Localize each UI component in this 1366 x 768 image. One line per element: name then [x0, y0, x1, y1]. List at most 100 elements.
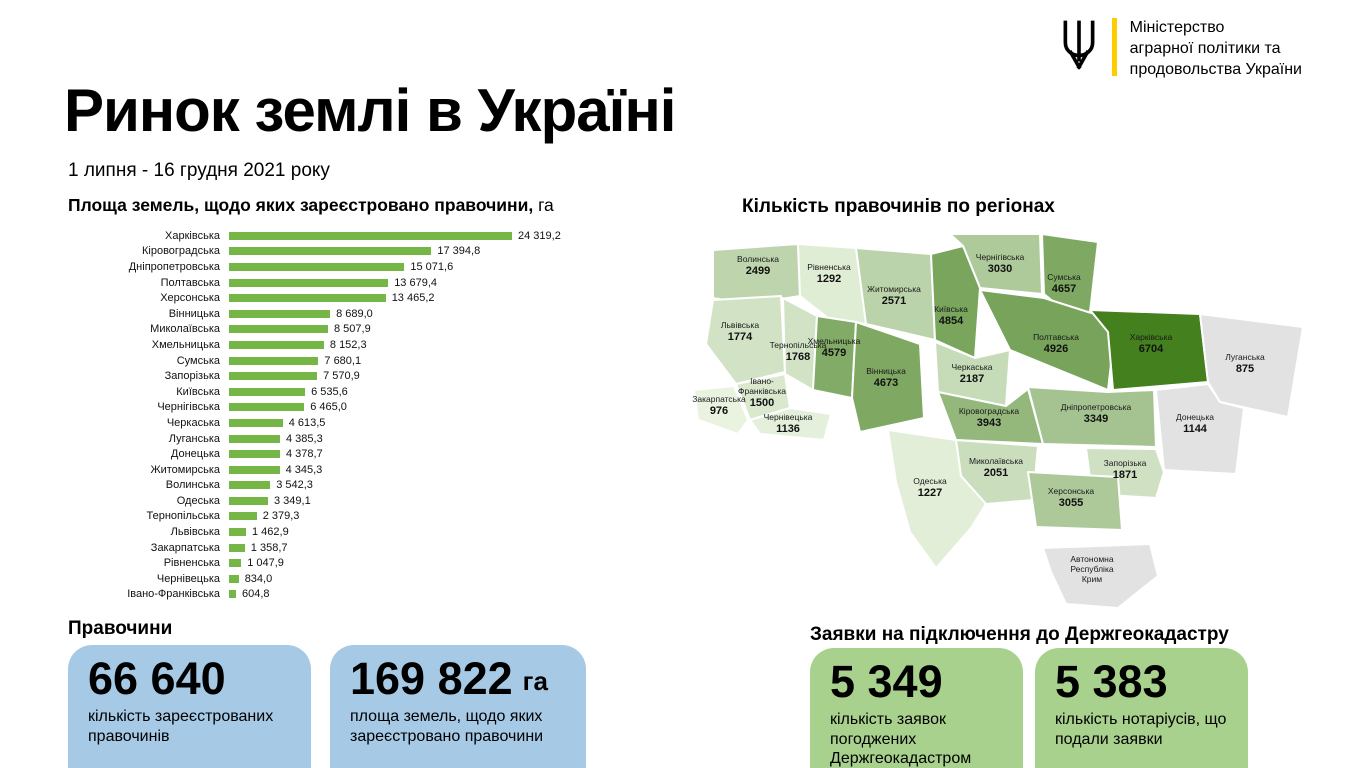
- bar-region-label: Сумська: [176, 354, 220, 367]
- bar-row: Львівська 1 462,9: [68, 524, 678, 540]
- bar-row: Дніпропетровська 15 071,6: [68, 259, 678, 275]
- bar-track: 6 465,0: [229, 401, 347, 413]
- map-region-kharkiv: [1089, 309, 1209, 391]
- map-region-kherson: [1027, 471, 1123, 531]
- bar-value-label: 4 613,5: [288, 416, 326, 429]
- bar-value-label: 604,8: [242, 588, 270, 601]
- bar-track: 6 535,6: [229, 386, 348, 398]
- bar-track: 834,0: [229, 573, 272, 585]
- bar: [229, 356, 319, 365]
- map-region-value-zaporizhzhia: 1871: [1113, 469, 1137, 481]
- area-chart-unit: га: [538, 195, 554, 215]
- map-region-kyiv: [930, 245, 981, 359]
- bar-region-label: Волинська: [165, 479, 220, 492]
- map-region-value-chernihiv: 3030: [988, 263, 1012, 275]
- bar: [229, 512, 257, 521]
- bar-row: Київська 6 535,6: [68, 384, 678, 400]
- map-region-name-luhansk: Луганська: [1225, 352, 1265, 362]
- bar-region-label: Житомирська: [150, 463, 220, 476]
- deals-count-caption: кількість зареєстрованих правочинів: [88, 708, 274, 745]
- bar-region-label: Івано-Франківська: [127, 588, 220, 601]
- map-region-zakarpattia: [693, 385, 749, 435]
- bar-row: Одеська 3 349,1: [68, 493, 678, 509]
- map-region-name-chernihiv: Чернігівська: [976, 252, 1025, 262]
- bar-region-label: Дніпропетровська: [128, 260, 220, 273]
- map-region-dnipro: [1027, 386, 1157, 448]
- bar-value-label: 1 462,9: [252, 526, 289, 539]
- bar-value-label: 13 465,2: [391, 292, 435, 305]
- bar-value-label: 13 679,4: [394, 276, 438, 289]
- yellow-accent-bar: [1111, 18, 1117, 76]
- bar: [229, 418, 283, 427]
- bar-row: Запорізька 7 570,9: [68, 368, 678, 384]
- map-region-value-dnipro: 3349: [1084, 413, 1108, 425]
- bar-track: 8 152,3: [229, 339, 367, 351]
- ministry-name-line: Міністерство: [1129, 19, 1225, 36]
- map-region-value-ivano_frankivsk: 1500: [750, 397, 774, 409]
- bar-value-label: 3 542,3: [276, 479, 313, 492]
- applications-approved-caption: кількість заявок погоджених Держгеокадас…: [830, 711, 972, 768]
- map-region-value-zhytomyr: 2571: [882, 295, 906, 307]
- bar-value-label: 6 465,0: [310, 401, 347, 414]
- bar-row: Тернопільська 2 379,3: [68, 509, 678, 525]
- map-region-name-cherkasy: Черкаська: [951, 362, 992, 372]
- bar: [229, 574, 239, 583]
- bar-track: 15 071,6: [229, 261, 453, 273]
- bar-region-label: Вінницька: [168, 307, 220, 320]
- bar-region-label: Полтавська: [160, 276, 220, 289]
- bar-region-label: Чернігівська: [157, 401, 220, 414]
- bar: [229, 590, 236, 599]
- map-region-value-kherson: 3055: [1059, 497, 1083, 509]
- bar-value-label: 1 358,7: [250, 541, 288, 554]
- bar-track: 24 319,2: [229, 230, 561, 242]
- map-region-value-volyn: 2499: [746, 265, 770, 277]
- bar-chart-rows: Харківська 24 319,2 Кіровоградська 17 394,8…: [68, 228, 678, 602]
- ministry-name-line: продовольства України: [1129, 60, 1302, 78]
- bar: [229, 434, 280, 443]
- bar: [229, 340, 324, 349]
- map-region-value-rivne: 1292: [817, 273, 841, 285]
- bar-track: 4 385,3: [229, 433, 323, 445]
- deals-area-caption: площа земель, щодо яких зареєстровано пр…: [350, 708, 544, 745]
- bar-track: 17 394,8: [229, 245, 480, 257]
- bar-region-label: Луганська: [168, 432, 220, 445]
- bar-value-label: 8 152,3: [329, 338, 367, 351]
- notaries-applied-caption: кількість нотаріусів, що подали заявки: [1055, 711, 1227, 748]
- map-region-value-mykolaiv: 2051: [984, 467, 1008, 479]
- bar-region-label: Рівненська: [163, 557, 220, 570]
- bar: [229, 559, 242, 568]
- bar-region-label: Тернопільська: [146, 510, 220, 523]
- map-region-name-kharkiv: Харківська: [1130, 332, 1173, 342]
- bar-region-label: Київська: [176, 385, 220, 398]
- ukraine-trident-icon: [1059, 18, 1099, 76]
- bar-value-label: 3 349,1: [274, 494, 311, 507]
- bar: [229, 481, 271, 490]
- bar-row: Миколаївська 8 507,9: [68, 322, 678, 338]
- bar-track: 3 349,1: [229, 495, 311, 507]
- bar-region-label: Чернівецька: [156, 572, 220, 585]
- ministry-logo-block: Міністерство аграрної політики та продов…: [1059, 18, 1302, 80]
- bar-value-label: 24 319,2: [518, 229, 561, 242]
- bar-row: Рівненська 1 047,9: [68, 555, 678, 571]
- map-region-value-khmelnytskyi: 4579: [822, 347, 846, 359]
- bar: [229, 465, 280, 474]
- map-region-name-vinnytsia: Вінницька: [866, 366, 906, 376]
- map-region-value-poltava: 4926: [1044, 343, 1068, 355]
- map-region-value-zakarpattia: 976: [710, 405, 728, 417]
- bar-track: 1 358,7: [229, 542, 288, 554]
- map-region-name-rivne: Рівненська: [807, 262, 851, 272]
- bar: [229, 387, 306, 396]
- area-bar-chart: Харківська 24 319,2 Кіровоградська 17 394,8…: [68, 228, 678, 602]
- bar: [229, 278, 389, 287]
- map-region-name-ivano_frankivsk: Івано-Франківська: [738, 376, 786, 396]
- map-region-name-kyiv: Київська: [934, 304, 968, 314]
- area-chart-title-bold: Площа земель, щодо яких зареєстровано пр…: [68, 195, 534, 215]
- bar: [229, 294, 386, 303]
- map-region-name-crimea: Автономна Республіка Крим: [1070, 554, 1113, 584]
- bar: [229, 528, 246, 537]
- map-region-name-zaporizhzhia: Запорізька: [1104, 458, 1147, 468]
- map-region-name-sumy: Сумська: [1047, 272, 1081, 282]
- map-region-name-ternopil: Тернопільська: [770, 340, 827, 350]
- bar-track: 13 679,4: [229, 277, 437, 289]
